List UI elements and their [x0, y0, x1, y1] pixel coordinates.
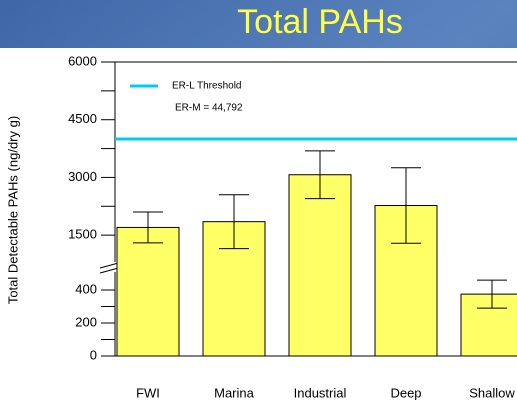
y-tick-label: 1500: [68, 227, 97, 242]
y-tick-label: 200: [75, 314, 97, 329]
y-tick-label: 3000: [68, 169, 97, 184]
legend-label: ER-L Threshold: [172, 81, 241, 92]
y-tick-label: 0: [90, 347, 97, 362]
y-tick-label: 4500: [68, 111, 97, 126]
bar: [461, 294, 517, 356]
y-tick-label: 6000: [68, 53, 97, 68]
bar: [117, 227, 179, 356]
x-tick-label: Marina: [214, 385, 255, 400]
y-tick-label: 400: [75, 281, 97, 296]
annotation: ER-M = 44,792: [175, 103, 243, 114]
chart: Total PAHs Total Detectable PAHs (ng/dry…: [0, 0, 517, 403]
bar: [289, 175, 351, 356]
x-tick-label: Deep: [390, 385, 421, 400]
chart-title: Total PAHs: [237, 3, 403, 41]
x-tick-label: Industrial: [294, 385, 347, 400]
y-axis-label: Total Detectable PAHs (ng/dry g): [5, 116, 20, 304]
x-tick-label: Shallow: [469, 385, 515, 400]
x-tick-label: FWI: [136, 385, 160, 400]
